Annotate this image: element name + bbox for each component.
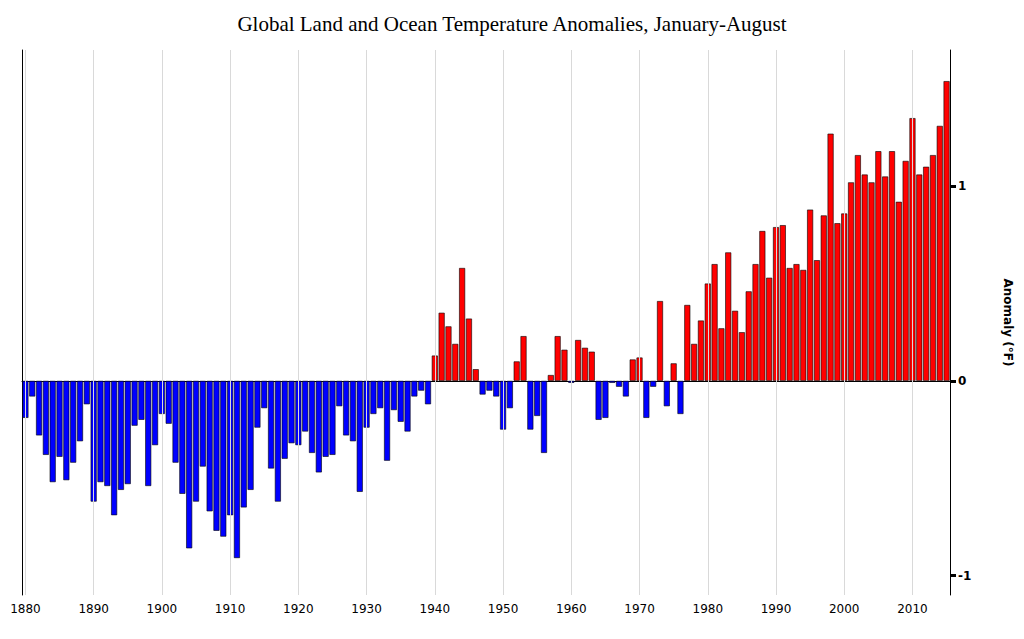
svg-text:1930: 1930 (351, 602, 382, 616)
svg-text:1950: 1950 (488, 602, 519, 616)
svg-text:1970: 1970 (624, 602, 655, 616)
svg-text:1940: 1940 (420, 602, 451, 616)
svg-text:1980: 1980 (692, 602, 723, 616)
svg-text:Global Land and Ocean Temperat: Global Land and Ocean Temperature Anomal… (237, 12, 786, 36)
svg-text:0: 0 (958, 374, 966, 388)
svg-text:1910: 1910 (215, 602, 246, 616)
svg-text:1: 1 (958, 179, 966, 193)
svg-text:Anomaly (°F): Anomaly (°F) (1001, 279, 1015, 367)
svg-text:-1: -1 (958, 569, 971, 583)
svg-text:2000: 2000 (829, 602, 860, 616)
svg-text:2010: 2010 (897, 602, 928, 616)
svg-text:1960: 1960 (556, 602, 587, 616)
svg-text:1900: 1900 (147, 602, 178, 616)
svg-text:1990: 1990 (761, 602, 792, 616)
svg-text:1920: 1920 (283, 602, 314, 616)
svg-text:1880: 1880 (10, 602, 41, 616)
svg-text:1890: 1890 (78, 602, 109, 616)
